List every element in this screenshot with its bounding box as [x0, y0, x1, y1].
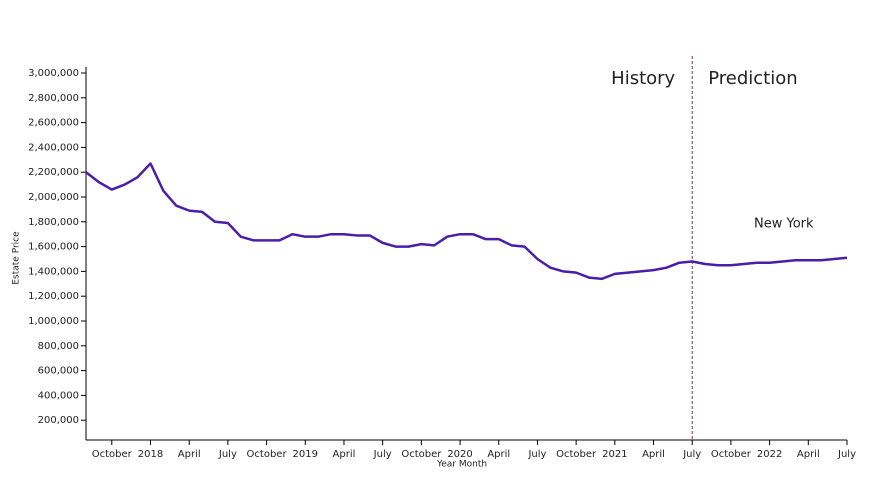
y-tick-label: 3,000,000 — [28, 68, 79, 79]
x-tick-label: October — [556, 449, 597, 460]
history-label: History — [611, 68, 675, 89]
x-tick-label: 2018 — [138, 449, 163, 460]
y-axis-label: Estate Price — [12, 231, 22, 285]
x-tick-label: April — [487, 449, 510, 460]
prediction-label: Prediction — [708, 68, 797, 89]
y-tick-label: 1,600,000 — [28, 242, 79, 253]
series-label: New York — [754, 216, 814, 231]
y-tick-label: 1,800,000 — [28, 217, 79, 228]
x-tick-label: July — [218, 449, 237, 460]
y-tick-label: 1,200,000 — [28, 291, 79, 302]
y-tick-label: 800,000 — [38, 341, 79, 352]
y-tick-label: 1,400,000 — [28, 266, 79, 277]
x-tick-label: April — [797, 449, 820, 460]
x-tick-label: 2021 — [602, 449, 627, 460]
x-tick-label: July — [682, 449, 701, 460]
data-line — [85, 162, 848, 281]
y-tick-label: 2,000,000 — [28, 192, 79, 203]
x-tick-label: October — [92, 449, 133, 460]
x-axis-label: Year Month — [436, 460, 487, 470]
x-tick-label: July — [837, 449, 856, 460]
x-tick-label: July — [527, 449, 546, 460]
x-tick-label: October — [711, 449, 752, 460]
x-tick-label: October — [401, 449, 442, 460]
x-tick-label: April — [642, 449, 665, 460]
x-tick-label: April — [178, 449, 201, 460]
y-tick-label: 600,000 — [38, 366, 79, 377]
x-tick-label: October — [247, 449, 288, 460]
y-tick-label: 400,000 — [38, 390, 79, 401]
y-tick-label: 1,000,000 — [28, 316, 79, 327]
y-tick-label: 2,200,000 — [28, 167, 79, 178]
y-tick-label: 2,800,000 — [28, 93, 79, 104]
y-tick-label: 2,600,000 — [28, 118, 79, 129]
x-tick-label: 2019 — [293, 449, 318, 460]
y-tick-label: 2,400,000 — [28, 142, 79, 153]
x-tick-label: April — [333, 449, 356, 460]
x-tick-label: 2022 — [757, 449, 782, 460]
x-tick-label: July — [373, 449, 392, 460]
x-tick-label: 2020 — [447, 449, 472, 460]
y-tick-label: 200,000 — [38, 415, 79, 426]
